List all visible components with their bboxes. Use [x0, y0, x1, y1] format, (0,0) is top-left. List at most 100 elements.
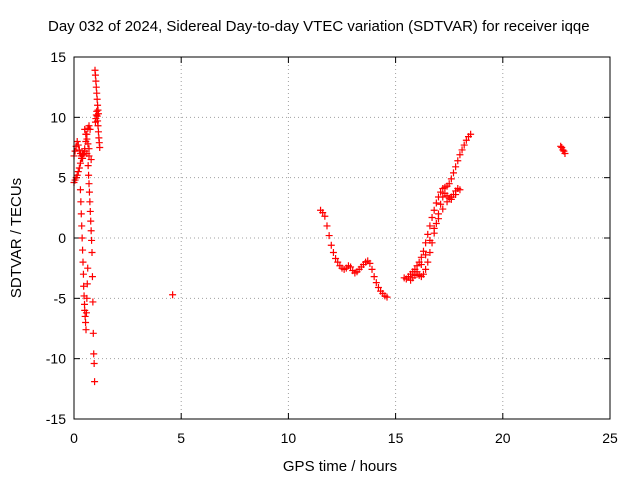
data-point [86, 198, 94, 206]
data-point [422, 251, 430, 259]
data-point [424, 258, 432, 266]
data-point [439, 205, 447, 213]
data-point [413, 262, 421, 270]
data-point [94, 122, 102, 130]
data-point [424, 230, 432, 238]
data-point [91, 71, 99, 79]
data-point [460, 141, 468, 149]
data-point [73, 137, 81, 145]
data-point [456, 151, 464, 159]
data-point [82, 130, 90, 138]
data-point [422, 265, 430, 273]
data-point [449, 169, 457, 177]
data-point [93, 95, 101, 103]
data-point [77, 210, 85, 218]
data-point [325, 232, 333, 240]
y-axis-title: SDTVAR / TECUs [8, 178, 25, 298]
data-point [447, 195, 455, 203]
data-point [430, 224, 438, 232]
data-point [452, 163, 460, 171]
data-point [75, 164, 83, 172]
data-point [413, 268, 421, 276]
x-tick-label: 25 [602, 430, 618, 446]
data-point [92, 77, 100, 85]
data-point [89, 329, 97, 337]
data-point [89, 298, 97, 306]
data-point [88, 236, 96, 244]
data-point [368, 265, 376, 273]
data-point [559, 146, 567, 154]
data-point [557, 142, 565, 150]
data-point [456, 186, 464, 194]
data-point [426, 222, 434, 230]
data-point [85, 188, 93, 196]
data-point [85, 122, 93, 130]
data-point [81, 300, 89, 308]
data-point [332, 255, 340, 263]
data-point [78, 154, 86, 162]
data-point [90, 350, 98, 358]
y-tick-label: -5 [54, 290, 67, 306]
data-point [78, 234, 86, 242]
data-point [79, 151, 87, 159]
data-point [87, 217, 95, 225]
data-point [169, 291, 177, 299]
data-point [74, 168, 82, 176]
data-point [321, 212, 329, 220]
data-point [452, 191, 460, 199]
data-point [86, 207, 94, 215]
x-tick-label: 15 [388, 430, 404, 446]
data-point [439, 193, 447, 201]
data-point [454, 157, 462, 165]
data-point [84, 162, 92, 170]
data-point [462, 136, 470, 144]
data-point [426, 248, 434, 256]
data-point [94, 128, 102, 136]
data-point [96, 144, 104, 151]
data-point [383, 293, 391, 301]
data-point [82, 318, 90, 326]
data-point [92, 83, 100, 91]
data-point [85, 180, 93, 188]
data-point [80, 282, 88, 290]
data-point [79, 246, 87, 254]
data-point [443, 198, 451, 206]
y-tick-label: 15 [50, 49, 66, 65]
data-point [82, 309, 90, 317]
data-point [323, 222, 331, 230]
data-point [445, 180, 453, 188]
data-points [70, 66, 569, 386]
x-tick-label: 5 [177, 430, 185, 446]
data-point [447, 175, 455, 183]
data-point [85, 145, 93, 153]
y-tick-label: -10 [46, 351, 66, 367]
data-point [77, 198, 85, 206]
chart-title: Day 032 of 2024, Sidereal Day-to-day VTE… [48, 18, 590, 35]
data-point [84, 264, 92, 272]
data-point [434, 215, 442, 223]
data-point [85, 171, 93, 179]
data-point [437, 188, 445, 196]
data-point [79, 258, 87, 266]
data-point [93, 89, 101, 97]
data-point [84, 140, 92, 148]
data-point [90, 359, 98, 367]
data-point [91, 378, 99, 386]
data-point [426, 236, 434, 244]
data-point [74, 141, 82, 149]
data-point [76, 159, 84, 167]
data-point [430, 206, 438, 214]
data-point [561, 150, 569, 158]
data-point [432, 220, 440, 228]
data-point [85, 152, 93, 160]
data-point [83, 135, 91, 143]
tick-labels: 0 5 10 15 20 25 -15 -10 -5 0 5 10 15 [46, 49, 618, 446]
data-point [372, 279, 380, 287]
data-point [87, 227, 95, 235]
data-point [458, 146, 466, 154]
data-point [88, 273, 96, 281]
data-point [419, 247, 427, 255]
y-tick-label: 5 [58, 170, 66, 186]
data-point [327, 241, 335, 249]
